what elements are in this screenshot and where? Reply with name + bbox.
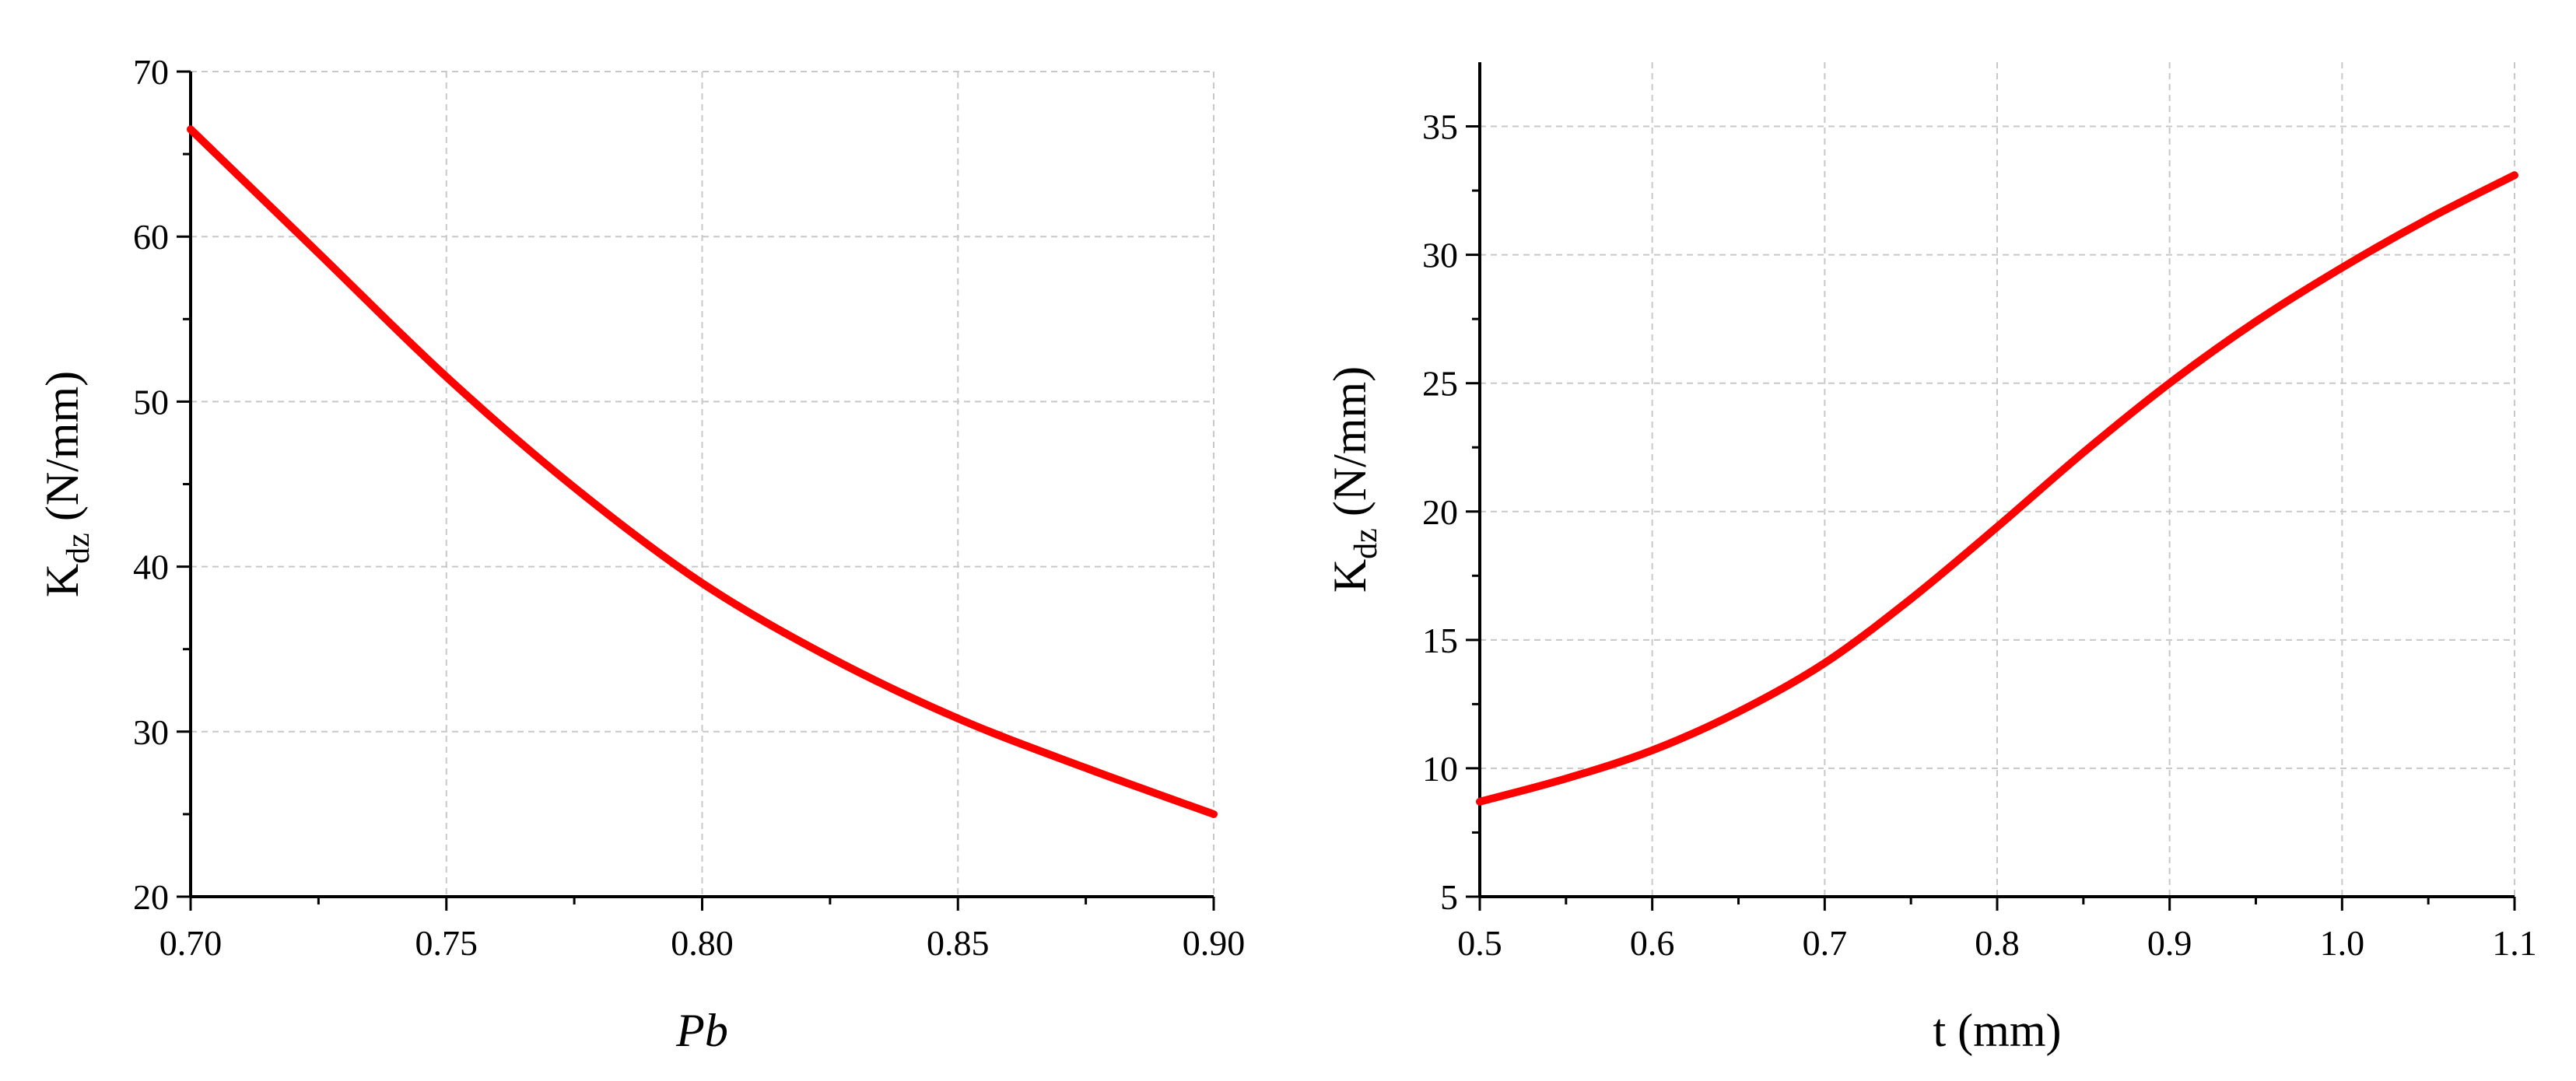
y-tick-label: 5: [1440, 877, 1458, 917]
y-axis-title-main: K: [1324, 559, 1376, 593]
y-axis-title: Kdz (N/mm): [1324, 366, 1384, 593]
series-line: [1476, 171, 2518, 806]
y-tick-label: 25: [1422, 364, 1458, 404]
x-tick-label: 1.0: [2320, 923, 2365, 963]
x-tick-label: 0.75: [415, 923, 478, 963]
y-tick-label: 30: [1422, 236, 1458, 275]
x-tick-label: 0.9: [2147, 923, 2192, 963]
y-tick-label: 35: [1422, 107, 1458, 147]
y-axis-title-main: K: [37, 564, 88, 597]
x-tick-label: 1.1: [2492, 923, 2537, 963]
y-tick-label: 40: [133, 547, 169, 587]
x-tick-label: 0.8: [1975, 923, 2020, 963]
y-tick-label: 20: [133, 877, 169, 917]
x-tick-label: 0.80: [671, 923, 734, 963]
y-axis-title-unit: (N/mm): [1324, 366, 1376, 528]
x-tick-label: 0.5: [1457, 923, 1502, 963]
y-axis-title-subscript: dz: [61, 533, 96, 564]
y-axis-title: Kdz (N/mm): [37, 371, 96, 597]
y-tick-label: 70: [133, 52, 169, 92]
x-tick-label: 0.7: [1803, 923, 1848, 963]
y-tick-label: 10: [1422, 749, 1458, 789]
y-tick-label: 15: [1422, 621, 1458, 660]
x-tick-label: 0.6: [1630, 923, 1675, 963]
y-axis-title-unit: (N/mm): [37, 371, 88, 533]
x-axis-title: t (mm): [1933, 1005, 2062, 1056]
x-tick-label: 0.85: [927, 923, 990, 963]
y-axis-title-subscript: dz: [1348, 528, 1384, 559]
x-tick-label: 0.70: [159, 923, 223, 963]
series-line: [187, 125, 1218, 818]
right-chart-kdz-vs-t: 0.5 0.6 0.7 0.8 0.9 1.0 1.1 5 10 15 20 25 30 35 t (mm)…: [1324, 62, 2537, 1056]
y-tick-label: 60: [133, 217, 169, 257]
y-tick-label: 20: [1422, 492, 1458, 532]
left-chart-kdz-vs-pb: 0.70 0.75 0.80 0.85 0.90 20 30 40 50 60 70 Pb Kdz (N…: [37, 52, 1245, 1056]
y-tick-label: 30: [133, 712, 169, 752]
y-tick-label: 50: [133, 382, 169, 422]
x-axis-title: Pb: [675, 1005, 728, 1056]
x-tick-label: 0.90: [1183, 923, 1246, 963]
